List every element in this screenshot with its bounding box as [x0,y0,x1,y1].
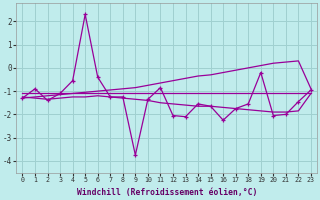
X-axis label: Windchill (Refroidissement éolien,°C): Windchill (Refroidissement éolien,°C) [76,188,257,197]
